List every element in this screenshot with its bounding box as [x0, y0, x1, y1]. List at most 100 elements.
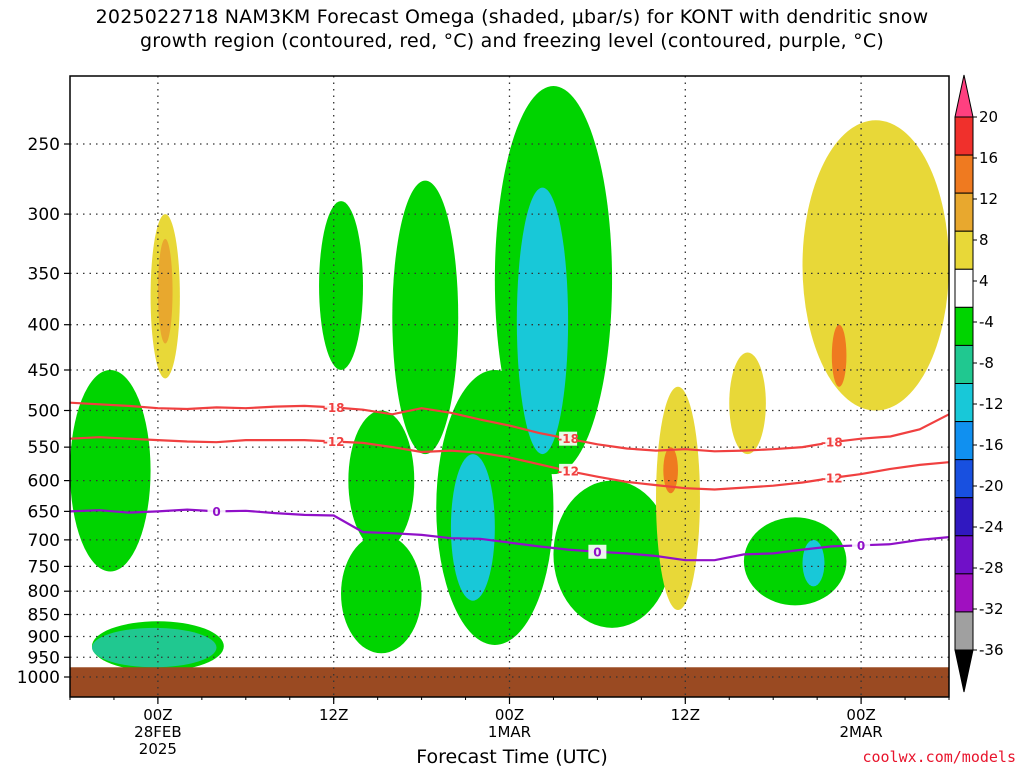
omega-region-3 — [319, 201, 363, 370]
temperature-contours: -18 -18 -18 -12 -12 -12 0 0 0 — [70, 400, 949, 562]
contour-label--18: -18 — [821, 436, 843, 450]
y-tick-label-800: 800 — [28, 582, 60, 602]
colorbar-band-8 — [954, 383, 974, 423]
colorbar-band-2 — [954, 154, 974, 194]
contour-label-bg — [822, 471, 841, 486]
y-tick-label-1000: 1000 — [17, 668, 60, 688]
colorbar-band-1 — [954, 116, 974, 156]
contour-label-bg — [588, 544, 607, 559]
omega-region-13 — [802, 539, 825, 587]
omega-region-19 — [802, 120, 949, 411]
omega-region-5 — [348, 410, 415, 551]
x-axis-title: Forecast Time (UTC) — [416, 746, 608, 768]
chart-title-line-2: growth region (contoured, red, °C) and f… — [140, 30, 884, 52]
colorbar-band-10 — [954, 459, 974, 499]
x-tick-label-54: 00Z — [846, 706, 875, 724]
omega-region-2 — [91, 627, 217, 668]
x-tick-label-18: 12Z — [319, 706, 348, 724]
contour-label-0: 0 — [857, 539, 865, 553]
colorbar-top-arrow — [954, 74, 974, 118]
colorbar-band-3 — [954, 192, 974, 232]
contour-label-bg — [852, 538, 871, 553]
omega-region-4 — [392, 180, 459, 455]
y-tick-label-950: 950 — [28, 648, 60, 668]
colorbar-label: -24 — [979, 518, 1004, 536]
omega-shading — [70, 86, 949, 672]
pressure-axis: 2503003504004505005506006507007508008509… — [17, 135, 70, 688]
colorbar-band-11 — [954, 497, 974, 537]
contour-label--18: -18 — [557, 432, 579, 446]
omega-region-15 — [157, 238, 173, 344]
colorbar-label: -4 — [979, 313, 994, 331]
ground-fill — [70, 667, 949, 697]
y-tick-label-250: 250 — [28, 135, 60, 155]
contour-line--12 — [70, 436, 949, 491]
colorbar-label: -20 — [979, 477, 1004, 495]
contour-label-bg — [822, 435, 841, 450]
x-tick-label-30: 00Z — [495, 706, 524, 724]
colorbar-band-4 — [954, 230, 974, 270]
colorbar-label: -28 — [979, 559, 1004, 577]
colorbar-band-14 — [954, 611, 974, 651]
contour-label--12: -12 — [821, 472, 843, 486]
x-date-label-54: 2MAR — [840, 723, 883, 741]
y-tick-label-700: 700 — [28, 531, 60, 551]
omega-region-20 — [831, 324, 847, 387]
colorbar-label: 4 — [979, 272, 989, 290]
colorbar-label: -32 — [979, 600, 1004, 618]
contour-label-bg — [324, 400, 343, 415]
y-tick-label-900: 900 — [28, 627, 60, 647]
contour-label-bg — [324, 434, 343, 449]
y-tick-label-500: 500 — [28, 402, 60, 422]
x-tick-label-6: 00Z — [143, 706, 172, 724]
contour-line--18 — [70, 401, 949, 453]
contour-label-0: 0 — [212, 505, 220, 519]
x-tick-label-42: 12Z — [671, 706, 700, 724]
colorbar-label: -36 — [979, 641, 1004, 659]
omega-region-17 — [663, 447, 678, 494]
y-tick-label-300: 300 — [28, 205, 60, 225]
y-tick-label-600: 600 — [28, 472, 60, 492]
colorbar-label: -12 — [979, 395, 1004, 413]
colorbar-band-9 — [954, 421, 974, 461]
y-tick-label-650: 650 — [28, 502, 60, 522]
y-tick-label-750: 750 — [28, 557, 60, 577]
ground-surface — [70, 667, 949, 697]
colorbar-band-7 — [954, 344, 974, 384]
contour-label--12: -12 — [323, 435, 345, 449]
omega-region-16 — [656, 386, 700, 610]
colorbar-label: 8 — [979, 231, 989, 249]
y-tick-label-550: 550 — [28, 438, 60, 458]
omega-region-11 — [553, 480, 671, 628]
y-tick-label-350: 350 — [28, 264, 60, 284]
omega-region-0 — [70, 369, 151, 572]
contour-label-bg — [559, 463, 578, 478]
y-tick-label-400: 400 — [28, 316, 60, 336]
contour-label--18: -18 — [323, 401, 345, 415]
x-date-label-30: 1MAR — [488, 723, 531, 741]
x-date-label-6: 28FEB — [134, 723, 181, 741]
contour-label--12: -12 — [557, 464, 579, 478]
omega-region-18 — [729, 352, 766, 455]
contour-label-0: 0 — [593, 545, 601, 559]
colorbar-label: -8 — [979, 354, 994, 372]
contour-label-bg — [207, 504, 226, 519]
colorbar-band-13 — [954, 573, 974, 613]
colorbar-band-5 — [954, 268, 974, 308]
omega-region-12 — [743, 517, 847, 606]
credit-text: coolwx.com/models — [862, 748, 1016, 766]
colorbar-bottom-arrow — [954, 649, 974, 693]
x-year-label-6: 2025 — [139, 740, 177, 758]
colorbar-label: 16 — [979, 149, 998, 167]
y-tick-label-850: 850 — [28, 606, 60, 626]
omega-colorbar: 20 16 12 8 4 -4 -8 -12 -16 -20 -24 -28 -32 -36 — [954, 74, 1004, 693]
colorbar-label: -16 — [979, 436, 1004, 454]
colorbar-label: 20 — [979, 108, 998, 126]
contour-label-bg — [559, 431, 578, 446]
colorbar-band-6 — [954, 306, 974, 346]
omega-region-8 — [450, 454, 495, 601]
omega-region-10 — [516, 187, 569, 455]
colorbar-band-12 — [954, 535, 974, 575]
